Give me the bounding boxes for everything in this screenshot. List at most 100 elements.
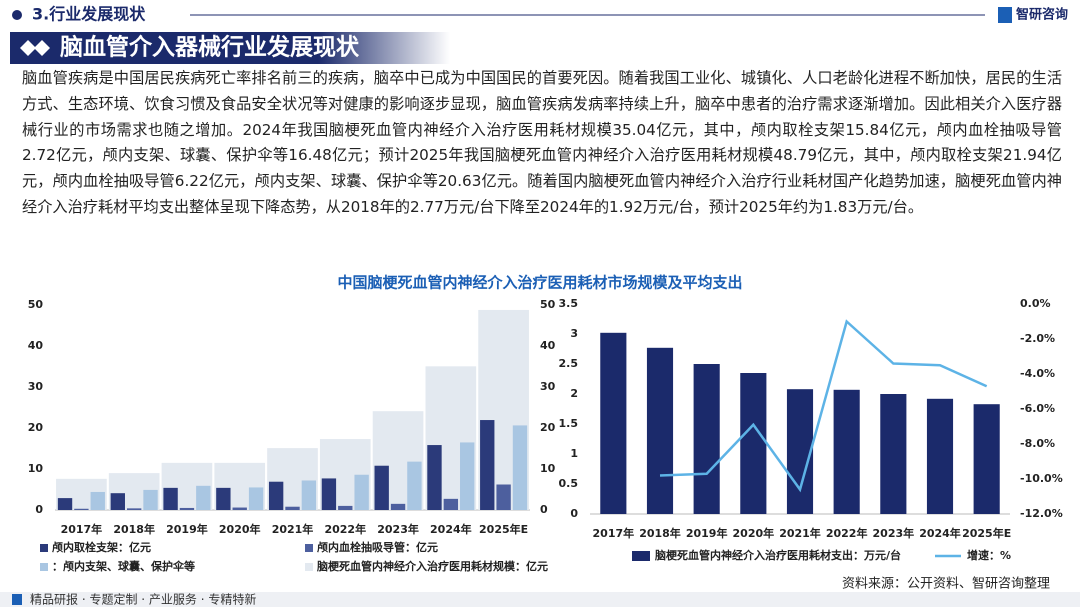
bar — [143, 489, 158, 510]
bar — [301, 480, 317, 510]
y2-tick-label: 10 — [540, 462, 556, 475]
legend-swatch — [305, 563, 313, 571]
y-tick-label: 2 — [570, 387, 578, 400]
paragraph: 脑血管疾病是中国居民疾病死亡率排名前三的疾病，脑卒中已成为中国国民的首要死因。随… — [22, 69, 1062, 216]
y-tick-label: 3.5 — [559, 297, 579, 310]
x-tick-label: 2023年 — [377, 522, 419, 536]
bar — [496, 484, 511, 510]
page-title: 脑血管介入器械行业发展现状 — [60, 34, 360, 61]
y-tick-label: 0 — [35, 503, 43, 516]
legend-label: 脑梗死血管内神经介入治疗医用耗材规模：亿元 — [317, 559, 548, 573]
brand: 智研咨询 — [1016, 7, 1068, 23]
chart-title: 中国脑梗死血管内神经介入治疗医用耗材市场规模及平均支出 — [337, 274, 742, 292]
y-tick-label: 10 — [28, 462, 44, 475]
section-title: 3.行业发展现状 — [32, 5, 146, 24]
bar — [285, 506, 300, 510]
footer-icon — [12, 594, 22, 605]
line — [659, 319, 988, 493]
x-tick-label: 2022年 — [826, 526, 868, 540]
y2-tick-label: -10.0% — [1020, 472, 1063, 485]
footer-bar — [0, 592, 1080, 607]
y2-tick-label: 40 — [540, 339, 556, 352]
logo-icon — [998, 7, 1012, 23]
bar — [973, 404, 1000, 514]
x-tick-label: 2021年 — [779, 526, 821, 540]
y-tick-label: 1.5 — [559, 417, 579, 430]
bar — [74, 508, 89, 510]
bar — [338, 505, 353, 510]
x-tick-label: 2021年 — [272, 522, 314, 536]
bar — [232, 507, 247, 510]
section-dot — [12, 10, 22, 20]
bar — [926, 398, 954, 514]
bar — [512, 425, 528, 510]
y-tick-label: 2.5 — [559, 357, 579, 370]
bar — [163, 487, 178, 510]
y2-tick-label: -8.0% — [1020, 437, 1055, 450]
bar — [600, 332, 627, 514]
x-tick-label: 2022年 — [324, 522, 366, 536]
bar — [268, 481, 284, 510]
x-tick-label: 2018年 — [639, 526, 681, 540]
bar — [646, 347, 674, 514]
x-tick-label: 2018年 — [113, 522, 155, 536]
y2-tick-label: 30 — [540, 380, 556, 393]
x-tick-label: 2020年 — [733, 526, 775, 540]
legend-label: 颅内取栓支架：亿元 — [52, 540, 151, 554]
y-tick-label: 50 — [28, 298, 44, 311]
bar — [443, 498, 459, 510]
x-tick-label: 2020年 — [219, 522, 261, 536]
title-icon — [20, 40, 50, 56]
x-tick-label: 2019年 — [166, 522, 208, 536]
y2-tick-label: 0 — [540, 503, 548, 516]
x-tick-label: 2024年 — [430, 522, 472, 536]
bar — [460, 442, 475, 510]
y-tick-label: 30 — [28, 380, 44, 393]
bar — [248, 487, 264, 510]
x-tick-label: 2023年 — [873, 526, 915, 540]
legend-swatch — [40, 544, 48, 552]
bar — [110, 493, 125, 510]
y2-tick-label: -4.0% — [1020, 367, 1055, 380]
x-tick-label: 2017年 — [61, 522, 103, 536]
x-tick-label: 2017年 — [593, 526, 635, 540]
bar — [833, 389, 860, 514]
source: 资料来源：公开资料、智研咨询整理 — [842, 577, 1050, 592]
legend-label: 颅内血栓抽吸导管：亿元 — [317, 540, 438, 554]
y-tick-label: 20 — [28, 421, 44, 434]
y-tick-label: 0.5 — [559, 477, 579, 490]
bar — [90, 491, 105, 510]
legend-label: 脑梗死血管内神经介入治疗医用耗材支出：万元/台 — [655, 548, 901, 562]
bar — [740, 373, 767, 514]
bar — [57, 498, 73, 510]
bar — [693, 364, 720, 514]
y-tick-label: 3 — [570, 327, 578, 340]
y2-tick-label: 50 — [540, 298, 556, 311]
x-tick-label: 2025年E — [962, 526, 1011, 540]
bar — [179, 507, 195, 510]
bar — [354, 474, 369, 510]
bar — [786, 389, 814, 514]
legend-swatch — [305, 544, 313, 552]
legend-label: ：颅内支架、球囊、保护伞等 — [52, 559, 195, 573]
bar — [880, 394, 907, 514]
y2-tick-label: 20 — [540, 421, 556, 434]
footer: 精品研报 · 专题定制 · 产业服务 · 专精特新 — [30, 592, 256, 607]
bar — [196, 485, 211, 510]
x-tick-label: 2024年 — [919, 526, 961, 540]
legend-swatch — [40, 563, 48, 571]
y-tick-label: 1 — [570, 447, 578, 460]
y-tick-label: 40 — [28, 339, 44, 352]
y2-tick-label: -12.0% — [1020, 507, 1063, 520]
y2-tick-label: -6.0% — [1020, 402, 1055, 415]
legend-swatch — [632, 551, 650, 561]
bar — [216, 487, 231, 510]
y2-tick-label: 0.0% — [1020, 297, 1051, 310]
bar — [480, 420, 495, 510]
legend-label: 增速：% — [967, 548, 1011, 562]
y-tick-label: 0 — [570, 507, 578, 520]
title-banner — [10, 32, 450, 64]
x-tick-label: 2019年 — [686, 526, 728, 540]
